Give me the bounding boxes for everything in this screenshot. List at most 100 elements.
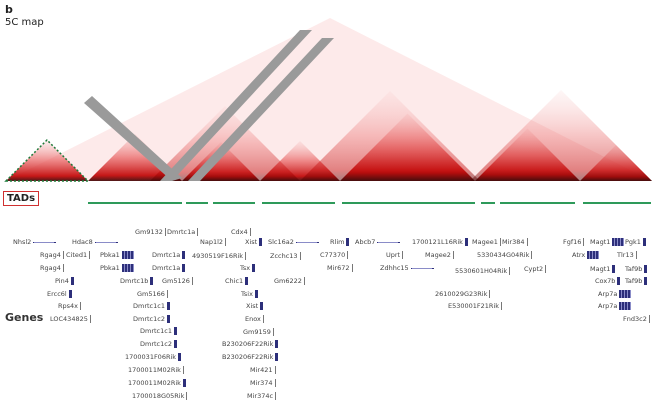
gene-model-glyph <box>94 241 118 243</box>
gene-model-glyph <box>499 238 501 246</box>
gene-name: Dmrtc1b <box>120 277 149 285</box>
gene-name: Gm6222 <box>274 277 302 285</box>
tad-triangle <box>88 134 182 181</box>
gene-model-glyph <box>164 228 166 236</box>
gene-track: Fnd3c2 <box>623 315 650 323</box>
gene-name: Magt1 <box>590 265 611 273</box>
gene-name: Arp7a <box>598 302 618 310</box>
gene-track: Dmrtc1c2 <box>133 315 170 323</box>
gene-model-glyph <box>275 392 277 400</box>
gene-model-glyph <box>33 241 57 243</box>
gene-name: Xist <box>246 302 259 310</box>
gene-model-glyph <box>186 392 188 400</box>
gene-name: Dmrtc1a <box>167 228 196 236</box>
gene-track: Tlr13 <box>617 251 637 259</box>
gene-name: Dmrtc1a <box>152 264 181 272</box>
gene-name: 1700121L16Rik <box>412 238 463 246</box>
gene-name: Dmrtc1c2 <box>133 315 165 323</box>
tad-segment <box>500 202 575 204</box>
gene-track: Zcchc13 <box>270 252 301 260</box>
gene-track: Gm9132 <box>135 228 166 236</box>
gene-model-glyph <box>272 328 274 336</box>
tad-segment <box>262 202 335 204</box>
gene-track: Uprt <box>386 251 404 259</box>
gene-name: Cited1 <box>66 251 88 259</box>
gene-model-glyph <box>275 353 279 361</box>
gene-track: Magt1 <box>590 238 625 246</box>
gene-track: 1700011M02Rik <box>128 379 186 387</box>
gene-track: C77370 <box>320 251 349 259</box>
gene-name: Slc16a2 <box>268 238 294 246</box>
gene-model-glyph <box>587 251 600 259</box>
gene-track: 2610029G23Rik <box>435 290 491 298</box>
gene-name: Abcb7 <box>355 238 376 246</box>
gene-track: Magee2 <box>425 251 454 259</box>
gene-name: Arp7a <box>598 290 618 298</box>
heatmap-background <box>6 18 652 181</box>
tad-segment <box>186 202 208 204</box>
map-title: 5C map <box>5 17 44 28</box>
gene-track: Dmrtc1c1 <box>140 327 177 335</box>
gene-model-glyph <box>182 251 186 259</box>
tad-segment <box>342 202 475 204</box>
gene-model-glyph <box>252 264 256 272</box>
gene-name: Cdx4 <box>231 228 248 236</box>
gene-model-glyph <box>583 238 585 246</box>
gene-track: Slc16a2 <box>268 238 319 246</box>
gene-model-glyph <box>191 277 193 285</box>
gene-track: Mir374c <box>247 392 277 400</box>
gene-name: B230206F22Rik <box>222 353 274 361</box>
gene-track: Chic1 <box>225 277 249 285</box>
gene-name: Chic1 <box>225 277 244 285</box>
gene-name: Gm5166 <box>137 290 165 298</box>
gene-model-glyph <box>612 265 616 273</box>
gene-name: Xist <box>245 238 258 246</box>
gene-name: Zcchc13 <box>270 252 298 260</box>
gene-track: Gm6222 <box>274 277 305 285</box>
gene-track: Mir421 <box>250 366 276 374</box>
gene-track: Dmrtc1a <box>167 228 199 236</box>
gene-model-glyph <box>249 228 251 236</box>
gene-model-glyph <box>501 302 503 310</box>
gene-track: B230206F22Rik <box>222 340 279 348</box>
gene-model-glyph <box>303 277 305 285</box>
gene-name: 1700011M02Rik <box>128 366 181 374</box>
gene-name: Mir384 <box>502 238 525 246</box>
gene-track: LOC434825 <box>50 315 91 323</box>
gene-model-glyph <box>274 379 276 387</box>
gene-track: Mir384 <box>502 238 528 246</box>
gene-model-glyph <box>635 251 637 259</box>
gene-model-glyph <box>262 315 264 323</box>
gene-model-glyph <box>182 264 186 272</box>
gene-model-glyph <box>377 241 401 243</box>
gene-track: Nap1l2 <box>200 238 227 246</box>
gene-model-glyph <box>166 290 168 298</box>
gene-name: Pbka1 <box>100 264 120 272</box>
gene-track: Dmrtc1a <box>152 251 186 259</box>
gene-model-glyph <box>182 366 184 374</box>
gene-model-glyph <box>642 238 646 246</box>
gene-track: Cdx4 <box>231 228 251 236</box>
gene-name: Gm9159 <box>243 328 271 336</box>
gene-model-glyph <box>89 315 91 323</box>
gene-name: Nhsl2 <box>13 238 32 246</box>
gene-name: Enox <box>245 315 261 323</box>
gene-name: Fgf16 <box>563 238 582 246</box>
gene-model-glyph <box>62 264 64 272</box>
gene-track: Magt1 <box>590 265 616 273</box>
gene-model-glyph <box>254 290 258 298</box>
gene-model-glyph <box>182 379 186 387</box>
gene-model-glyph <box>644 277 648 285</box>
gene-model-glyph <box>121 264 134 272</box>
gene-model-glyph <box>295 241 319 243</box>
gene-name: Uprt <box>386 251 401 259</box>
gene-model-glyph <box>274 366 276 374</box>
gene-model-glyph <box>612 238 625 246</box>
gene-name: Nap1l2 <box>200 238 224 246</box>
gene-track: Xist <box>246 302 264 310</box>
gene-model-glyph <box>452 251 454 259</box>
gene-track: Rps4x <box>58 302 82 310</box>
gene-model-glyph <box>80 302 82 310</box>
gene-name: Magee1 <box>472 238 498 246</box>
gene-model-glyph <box>62 251 64 259</box>
